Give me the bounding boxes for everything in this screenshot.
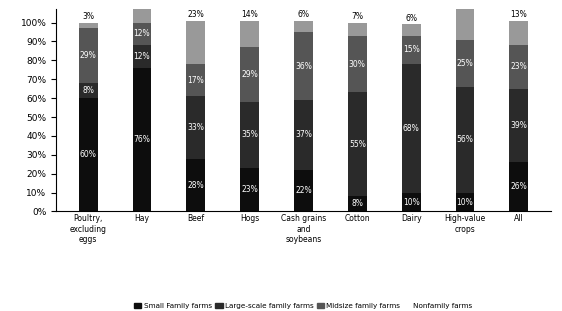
Bar [509,162,528,211]
Bar [509,45,528,89]
Text: 8%: 8% [351,199,363,208]
Text: 55%: 55% [349,140,366,149]
Text: 60%: 60% [80,150,97,159]
Text: 6%: 6% [405,14,417,23]
Text: 39%: 39% [510,121,527,130]
Bar [79,98,98,211]
Bar [133,68,151,211]
Bar [348,92,367,196]
Bar [509,89,528,162]
Text: 15%: 15% [403,45,420,54]
Bar [133,45,151,68]
Bar [509,21,528,45]
Bar [240,47,259,102]
Bar [187,159,205,211]
Bar [79,83,98,98]
Text: 76%: 76% [134,135,151,144]
Text: 68%: 68% [403,124,420,133]
Bar [402,64,420,193]
Text: 36%: 36% [295,62,312,71]
Bar [456,39,474,87]
Text: 23%: 23% [187,10,204,19]
Bar [187,96,205,159]
Legend: Small Family farms, Large-scale family farms, Midsize family farms, Nonfamily fa: Small Family farms, Large-scale family f… [132,300,475,311]
Bar [294,32,313,100]
Text: 17%: 17% [187,76,204,85]
Text: 23%: 23% [510,63,527,72]
Text: 30%: 30% [349,60,366,69]
Bar [456,87,474,193]
Text: 12%: 12% [134,52,150,61]
Bar [79,28,98,83]
Bar [348,196,367,211]
Text: 7%: 7% [351,12,363,21]
Text: 13%: 13% [510,10,527,19]
Text: 29%: 29% [241,70,258,79]
Bar [294,21,313,32]
Text: 10%: 10% [134,0,150,2]
Text: 10%: 10% [457,197,473,207]
Bar [456,0,474,39]
Bar [348,23,367,36]
Bar [240,21,259,47]
Text: 29%: 29% [80,51,97,60]
Text: 14%: 14% [241,10,258,19]
Text: 33%: 33% [187,123,204,132]
Bar [240,102,259,168]
Text: 10%: 10% [403,197,420,207]
Text: 35%: 35% [241,131,258,139]
Bar [79,23,98,28]
Text: 26%: 26% [510,183,527,191]
Bar [402,36,420,64]
Bar [133,4,151,23]
Bar [133,23,151,45]
Bar [187,64,205,96]
Text: 56%: 56% [456,135,473,144]
Text: 22%: 22% [295,186,312,195]
Bar [402,193,420,211]
Text: 23%: 23% [241,185,258,194]
Bar [187,21,205,64]
Bar [240,168,259,211]
Bar [456,193,474,211]
Text: 37%: 37% [295,131,312,139]
Text: 3%: 3% [82,12,94,21]
Bar [294,170,313,211]
Text: 28%: 28% [188,180,204,189]
Text: 12%: 12% [134,30,150,38]
Text: 8%: 8% [82,86,94,95]
Text: 25%: 25% [457,59,473,68]
Text: 6%: 6% [297,10,310,19]
Bar [402,25,420,36]
Bar [294,100,313,170]
Bar [348,36,367,92]
